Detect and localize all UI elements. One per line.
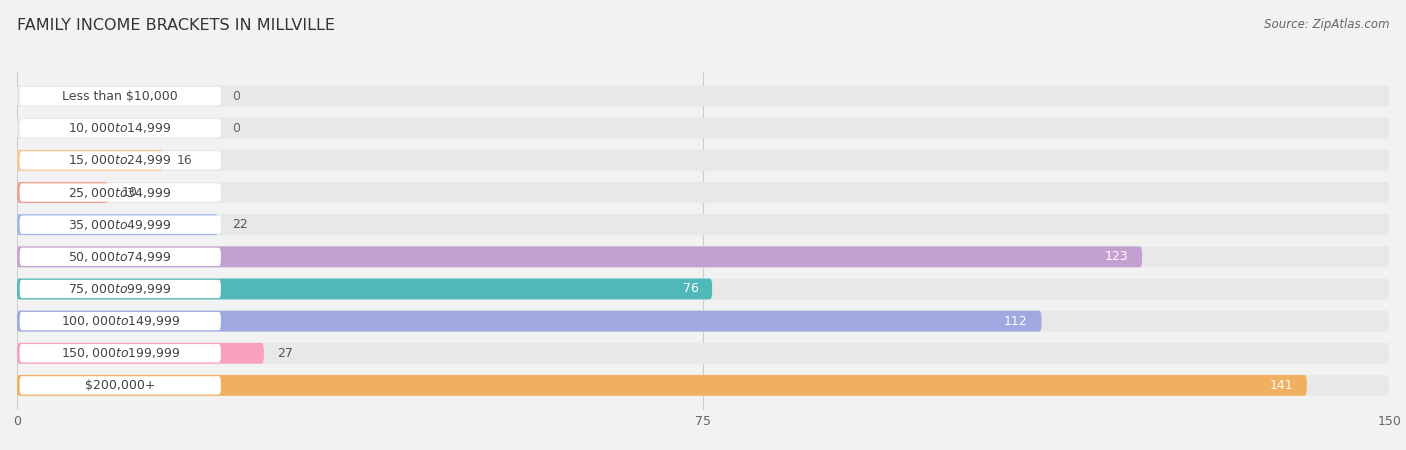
FancyBboxPatch shape — [17, 182, 108, 203]
Text: 16: 16 — [177, 154, 193, 167]
FancyBboxPatch shape — [17, 343, 1389, 364]
FancyBboxPatch shape — [17, 375, 1306, 396]
FancyBboxPatch shape — [20, 151, 221, 170]
Text: 76: 76 — [682, 283, 699, 296]
Text: Source: ZipAtlas.com: Source: ZipAtlas.com — [1264, 18, 1389, 31]
FancyBboxPatch shape — [20, 344, 221, 362]
Text: $25,000 to $34,999: $25,000 to $34,999 — [69, 185, 172, 199]
FancyBboxPatch shape — [17, 375, 1389, 396]
Text: $35,000 to $49,999: $35,000 to $49,999 — [69, 218, 172, 232]
FancyBboxPatch shape — [17, 182, 1389, 203]
Text: 112: 112 — [1004, 315, 1028, 328]
Text: $100,000 to $149,999: $100,000 to $149,999 — [60, 314, 180, 328]
Text: $15,000 to $24,999: $15,000 to $24,999 — [69, 153, 172, 167]
FancyBboxPatch shape — [17, 150, 163, 171]
Text: 141: 141 — [1270, 379, 1294, 392]
Text: Less than $10,000: Less than $10,000 — [62, 90, 179, 103]
FancyBboxPatch shape — [20, 376, 221, 395]
FancyBboxPatch shape — [17, 214, 1389, 235]
FancyBboxPatch shape — [17, 150, 1389, 171]
Text: 10: 10 — [122, 186, 138, 199]
Text: FAMILY INCOME BRACKETS IN MILLVILLE: FAMILY INCOME BRACKETS IN MILLVILLE — [17, 18, 335, 33]
FancyBboxPatch shape — [20, 184, 221, 202]
FancyBboxPatch shape — [20, 87, 221, 105]
Text: $75,000 to $99,999: $75,000 to $99,999 — [69, 282, 172, 296]
FancyBboxPatch shape — [17, 214, 218, 235]
FancyBboxPatch shape — [17, 247, 1142, 267]
FancyBboxPatch shape — [20, 312, 221, 330]
FancyBboxPatch shape — [17, 247, 1389, 267]
FancyBboxPatch shape — [17, 343, 264, 364]
FancyBboxPatch shape — [17, 310, 1042, 332]
FancyBboxPatch shape — [17, 279, 713, 299]
FancyBboxPatch shape — [20, 216, 221, 234]
FancyBboxPatch shape — [17, 310, 1389, 332]
Text: $10,000 to $14,999: $10,000 to $14,999 — [69, 121, 172, 135]
Text: $150,000 to $199,999: $150,000 to $199,999 — [60, 346, 180, 360]
Text: 22: 22 — [232, 218, 247, 231]
Text: 27: 27 — [277, 347, 294, 360]
Text: 0: 0 — [232, 122, 240, 135]
Text: 123: 123 — [1105, 250, 1129, 263]
FancyBboxPatch shape — [17, 86, 1389, 107]
FancyBboxPatch shape — [20, 248, 221, 266]
Text: $50,000 to $74,999: $50,000 to $74,999 — [69, 250, 172, 264]
FancyBboxPatch shape — [20, 280, 221, 298]
Text: $200,000+: $200,000+ — [84, 379, 156, 392]
FancyBboxPatch shape — [20, 119, 221, 137]
Text: 0: 0 — [232, 90, 240, 103]
FancyBboxPatch shape — [17, 118, 1389, 139]
FancyBboxPatch shape — [17, 279, 1389, 299]
